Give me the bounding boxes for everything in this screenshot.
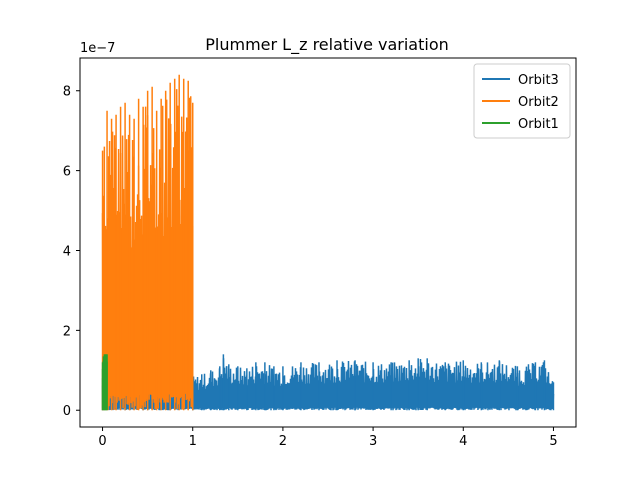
legend-label-orbit1: Orbit1 bbox=[518, 117, 559, 132]
y-offset-label: 1e−7 bbox=[80, 41, 115, 56]
legend-box bbox=[473, 63, 571, 139]
y-tick-label: 8 bbox=[63, 85, 71, 100]
y-tick-label: 4 bbox=[63, 244, 71, 259]
x-tick-label: 0 bbox=[98, 434, 106, 449]
x-tick-label: 2 bbox=[279, 434, 287, 449]
legend-label-orbit2: Orbit2 bbox=[518, 95, 559, 110]
axes-layer: 0 1 2 3 4 5 0 2 4 6 8 bbox=[63, 57, 577, 449]
series-orbit1 bbox=[101, 354, 108, 411]
x-tick-label: 3 bbox=[369, 434, 377, 449]
y-tick-label: 0 bbox=[63, 404, 71, 419]
legend: Orbit3 Orbit2 Orbit1 bbox=[473, 63, 571, 139]
x-tick-label: 4 bbox=[459, 434, 467, 449]
legend-label-orbit3: Orbit3 bbox=[518, 73, 559, 88]
chart-title: Plummer L_z relative variation bbox=[205, 35, 449, 55]
axes-frame bbox=[79, 57, 577, 428]
series-layer bbox=[101, 74, 555, 411]
y-tick-label: 6 bbox=[63, 165, 71, 180]
y-tick-label: 2 bbox=[63, 324, 71, 339]
x-tick-label: 1 bbox=[189, 434, 197, 449]
series-orbit2 bbox=[101, 74, 194, 411]
x-tick-label: 5 bbox=[549, 434, 557, 449]
